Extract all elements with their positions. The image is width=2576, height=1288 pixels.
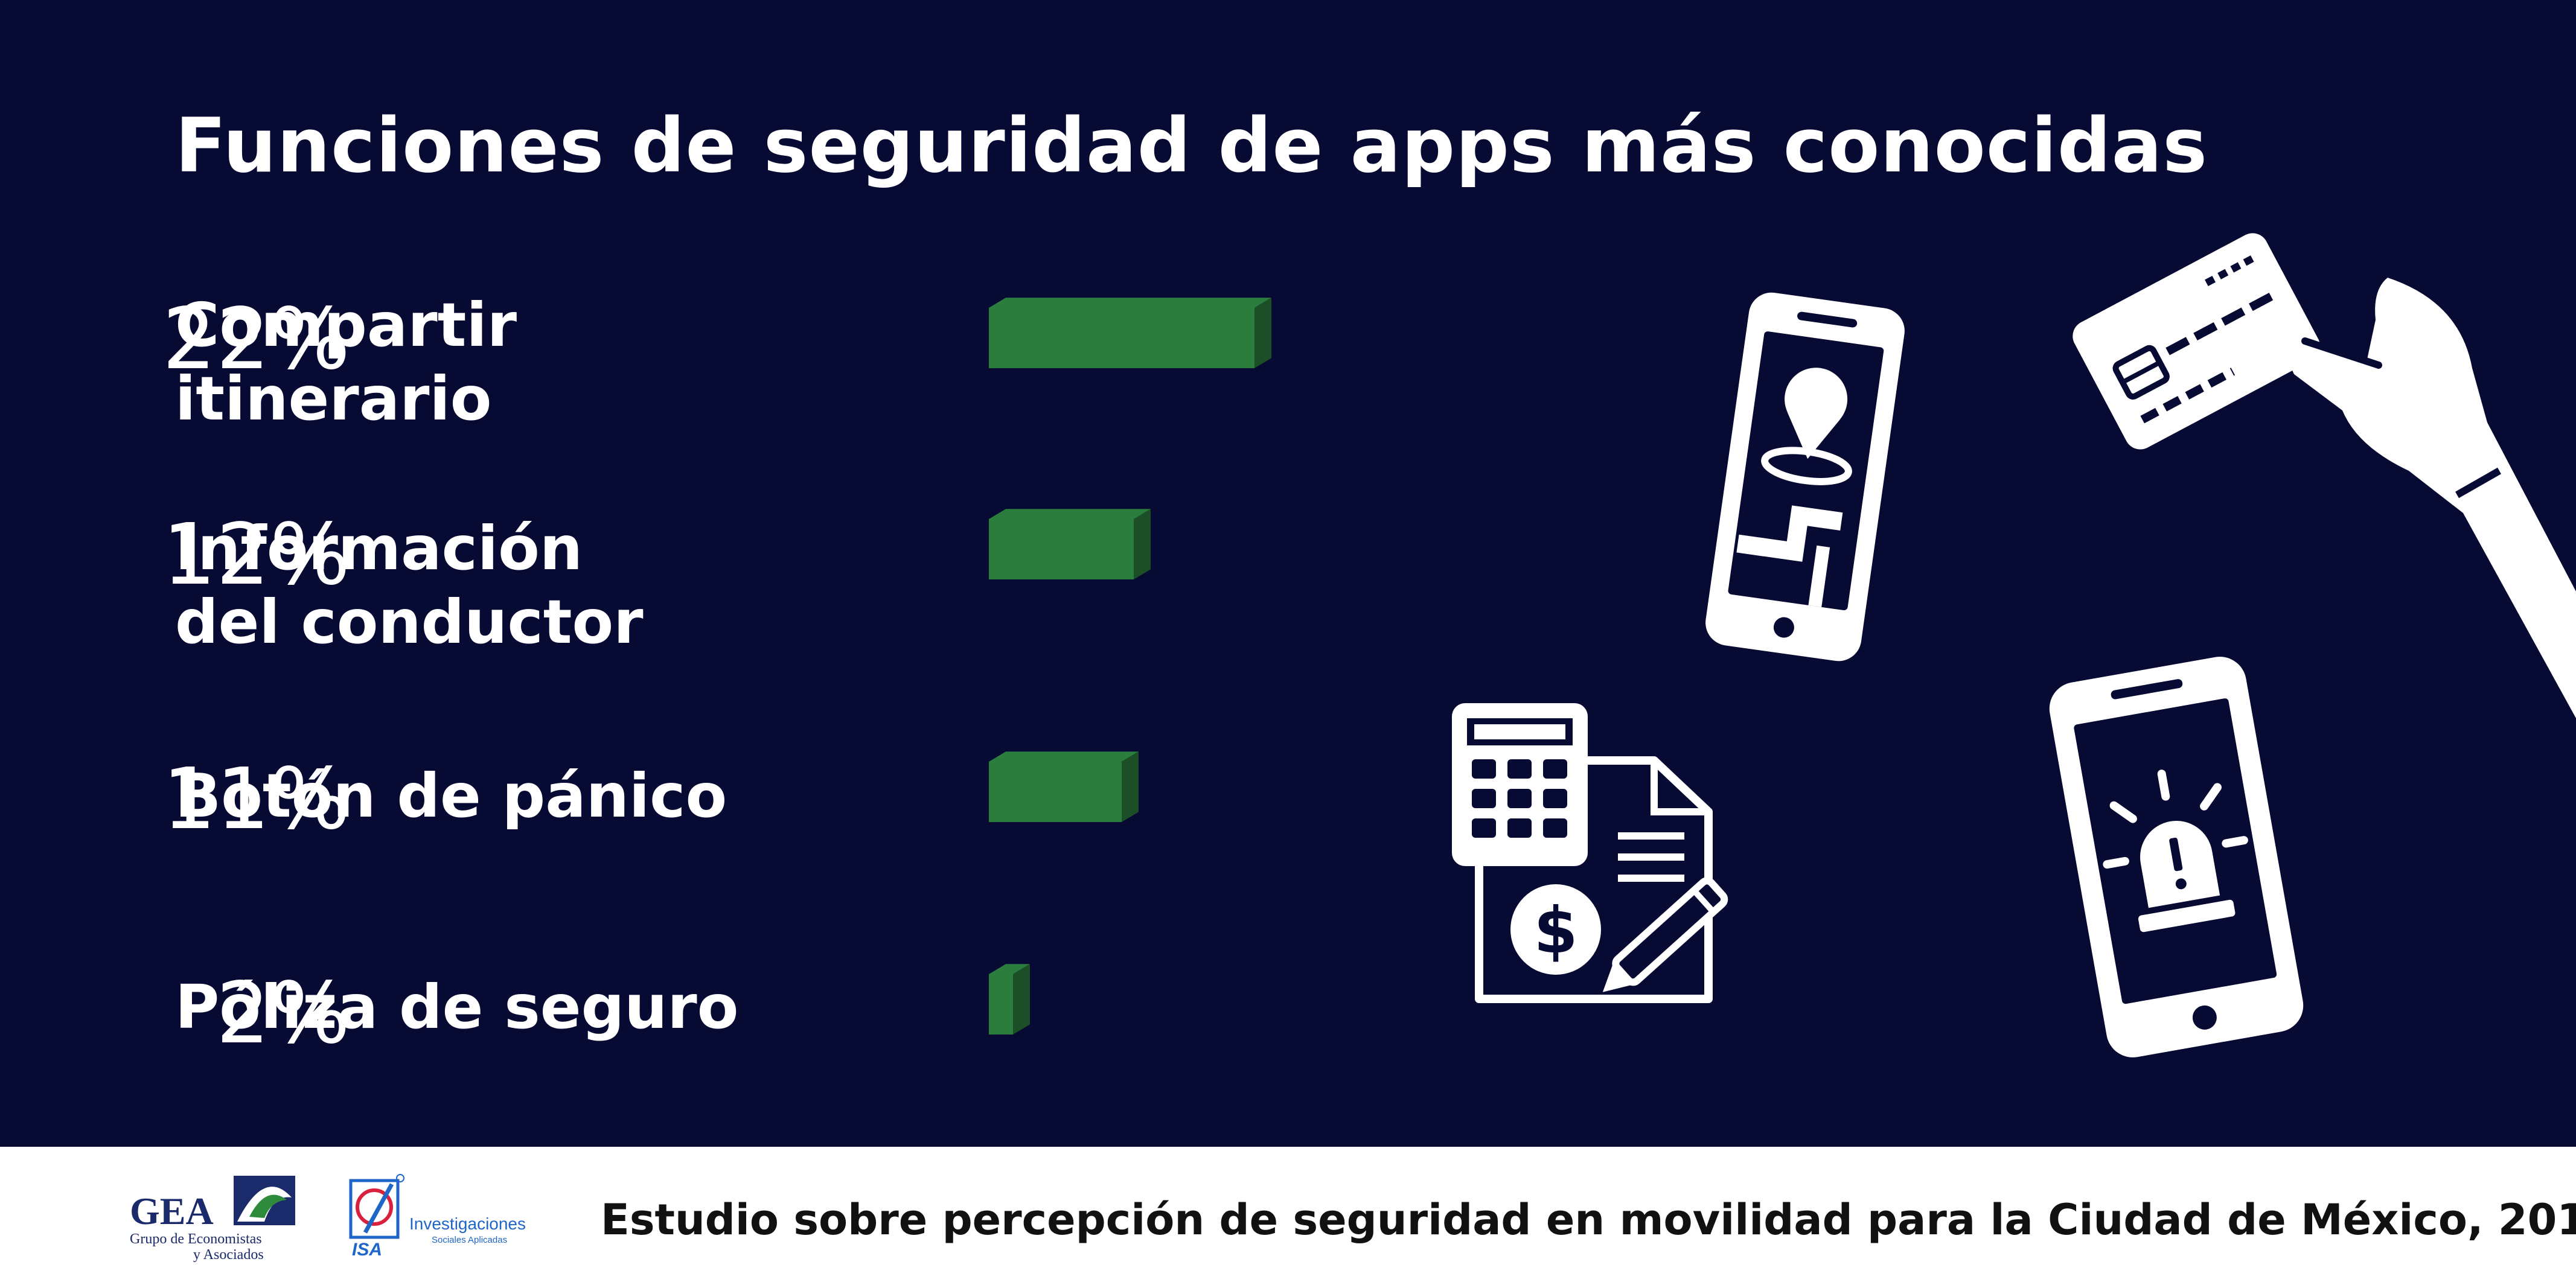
gea-logo-mark [234, 1176, 295, 1225]
bar-4 [989, 964, 1030, 1035]
value-label-2: 12% [162, 506, 350, 604]
category-label-3-line-1: Botón de pánico [175, 760, 727, 831]
smartphone-location-icon [1705, 292, 1905, 662]
bar-2-top [989, 509, 1151, 519]
category-label-1-line-1: Compartir [175, 290, 517, 360]
isa-logo-line-2: Sociales Aplicadas [432, 1235, 508, 1245]
bar-3-face [989, 762, 1122, 822]
bar-1-side [1254, 298, 1271, 368]
bar-1 [989, 298, 1271, 368]
value-label-4: 2% [216, 964, 350, 1063]
bar-4-top [989, 964, 1030, 974]
chart-panel: Funciones de seguridad de apps más conoc… [0, 0, 2576, 1147]
illustrations: $ [1452, 233, 2576, 1057]
value-label-3: 11% [162, 750, 350, 849]
gea-logo-name: GEA [130, 1190, 214, 1232]
calculator-invoice-icon: $ [1452, 703, 1728, 1003]
isa-logo-line-1: Investigaciones [409, 1214, 526, 1233]
value-label-1: 22% [162, 290, 350, 389]
category-label-2-line-2: del conductor [175, 587, 644, 657]
bar-4-side [1013, 964, 1030, 1035]
category-label-2: Información del conductor [175, 512, 644, 659]
isa-logo-abbr: ISA [352, 1240, 383, 1260]
category-label-1: Compartir itinerario [175, 289, 517, 436]
bar-1-face [989, 308, 1254, 368]
category-label-3: Botón de pánico [175, 759, 727, 833]
bar-4-face [989, 974, 1013, 1035]
bar-2 [989, 509, 1151, 579]
gea-logo: GEA Grupo de Economistas y Asociados [130, 1172, 305, 1263]
gea-logo-line-2: y Asociados [193, 1247, 264, 1263]
svg-text:$: $ [1533, 894, 1577, 968]
isa-logo: ISA Investigaciones Sociales Aplicadas [347, 1172, 528, 1263]
bars-area [989, 298, 1271, 1035]
isa-logo-mark [349, 1174, 404, 1239]
bar-3-top [989, 751, 1139, 762]
bar-2-face [989, 519, 1134, 579]
credit-card-hand-icon [2073, 233, 2576, 718]
gea-logo-line-1: Grupo de Economistas [130, 1231, 262, 1247]
bar-3-side [1122, 751, 1139, 822]
category-label-2-line-1: Información [175, 513, 583, 584]
bar-2-side [1134, 509, 1151, 579]
chart-title: Funciones de seguridad de apps más conoc… [175, 103, 2208, 190]
category-label-1-line-2: itinerario [175, 363, 492, 434]
category-label-4: Póliza de seguro [175, 971, 738, 1044]
smartphone-alarm-icon [2049, 657, 2304, 1057]
category-label-4-line-1: Póliza de seguro [175, 972, 739, 1042]
source-note: Estudio sobre percepción de seguridad en… [601, 1195, 2576, 1245]
bar-1-top [989, 298, 1271, 308]
bar-3 [989, 751, 1139, 822]
